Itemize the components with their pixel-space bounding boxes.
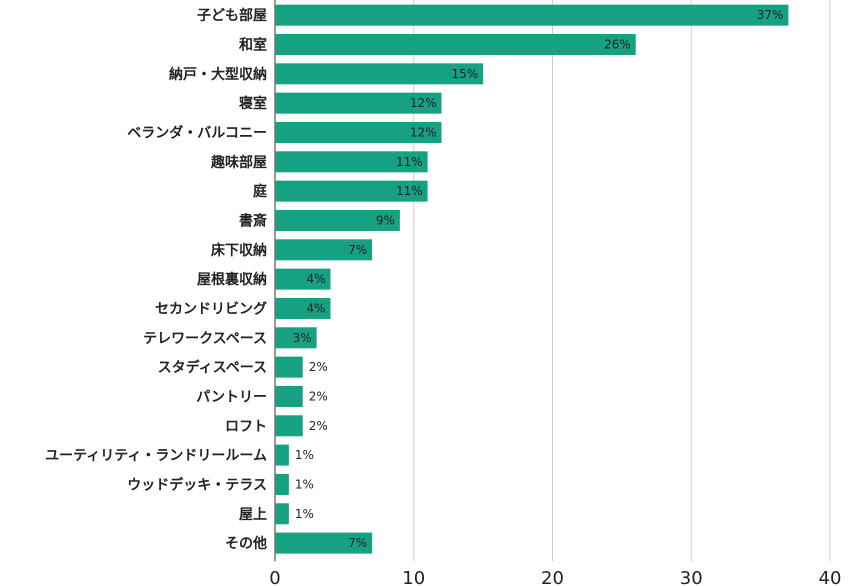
value-label: 2% <box>309 419 328 433</box>
value-label-layer: 37% 26% 15% 12% 12% 11% 11% 9% 7% 4% 4% 3% 2% 2% 2% 1% 1… <box>293 8 784 550</box>
value-label: 1% <box>295 477 314 491</box>
value-label: 3% <box>293 331 312 345</box>
category-label-layer: 子ども部屋和室納戸・大型収納寝室ベランダ・バルコニー趣味部屋庭書斎床下収納屋根裏… <box>45 7 268 552</box>
value-label: 4% <box>306 272 325 286</box>
bar <box>275 92 442 114</box>
category-label: パントリー <box>196 389 267 405</box>
category-label: 庭 <box>253 183 268 200</box>
category-label: ロフト <box>225 419 267 435</box>
x-tick-label: 20 <box>541 568 564 586</box>
bar <box>275 151 428 173</box>
bar <box>275 327 317 349</box>
value-label: 4% <box>306 301 325 315</box>
x-tick-label: 40 <box>819 568 842 586</box>
value-label: 12% <box>410 125 437 139</box>
category-label: 書斎 <box>239 212 267 229</box>
bar <box>275 503 289 525</box>
category-label: 趣味部屋 <box>210 154 267 171</box>
x-tick-label: 0 <box>269 568 280 586</box>
category-label: テレワークスペース <box>143 331 267 347</box>
category-label: ウッドデッキ・テラス <box>127 476 267 493</box>
category-label: セカンドリビング <box>155 300 267 317</box>
bar <box>275 239 373 261</box>
bar <box>275 444 289 466</box>
category-label: 和室 <box>239 36 267 53</box>
value-label: 1% <box>295 507 314 521</box>
category-label: ユーティリティ・ランドリールーム <box>45 448 267 464</box>
value-label: 7% <box>348 536 367 550</box>
category-label: スタディスペース <box>158 359 267 376</box>
bar <box>275 415 303 437</box>
value-label: 7% <box>348 243 367 257</box>
value-label: 12% <box>410 96 437 110</box>
value-label: 1% <box>295 448 314 462</box>
value-label: 37% <box>757 8 784 22</box>
bar <box>275 532 373 554</box>
bar <box>275 209 400 231</box>
bar-layer <box>275 4 789 554</box>
bar <box>275 297 331 319</box>
x-tick-layer: 0 10 20 30 40 <box>269 568 841 586</box>
grid-layer <box>413 0 831 562</box>
bar <box>275 63 484 85</box>
category-label: 子ども部屋 <box>197 7 267 24</box>
category-label: 屋根裏収納 <box>197 271 267 288</box>
category-label: ベランダ・バルコニー <box>127 124 267 141</box>
category-label: 屋上 <box>239 507 267 523</box>
bar <box>275 356 303 378</box>
bar <box>275 4 789 26</box>
bar <box>275 180 428 202</box>
value-label: 2% <box>309 389 328 403</box>
bar <box>275 268 331 290</box>
value-label: 11% <box>396 184 423 198</box>
value-label: 26% <box>604 37 631 51</box>
category-label: 床下収納 <box>211 242 267 259</box>
category-label: 納戸・大型収納 <box>169 66 267 83</box>
bar <box>275 121 442 143</box>
x-tick-label: 10 <box>402 568 425 586</box>
category-label: その他 <box>225 535 267 552</box>
x-tick-label: 30 <box>680 568 703 586</box>
value-label: 15% <box>451 67 478 81</box>
value-label: 9% <box>376 213 395 227</box>
bar <box>275 33 636 55</box>
value-label: 11% <box>396 155 423 169</box>
bar <box>275 385 303 407</box>
category-label: 寝室 <box>239 95 267 112</box>
value-label: 2% <box>309 360 328 374</box>
bar <box>275 473 289 495</box>
